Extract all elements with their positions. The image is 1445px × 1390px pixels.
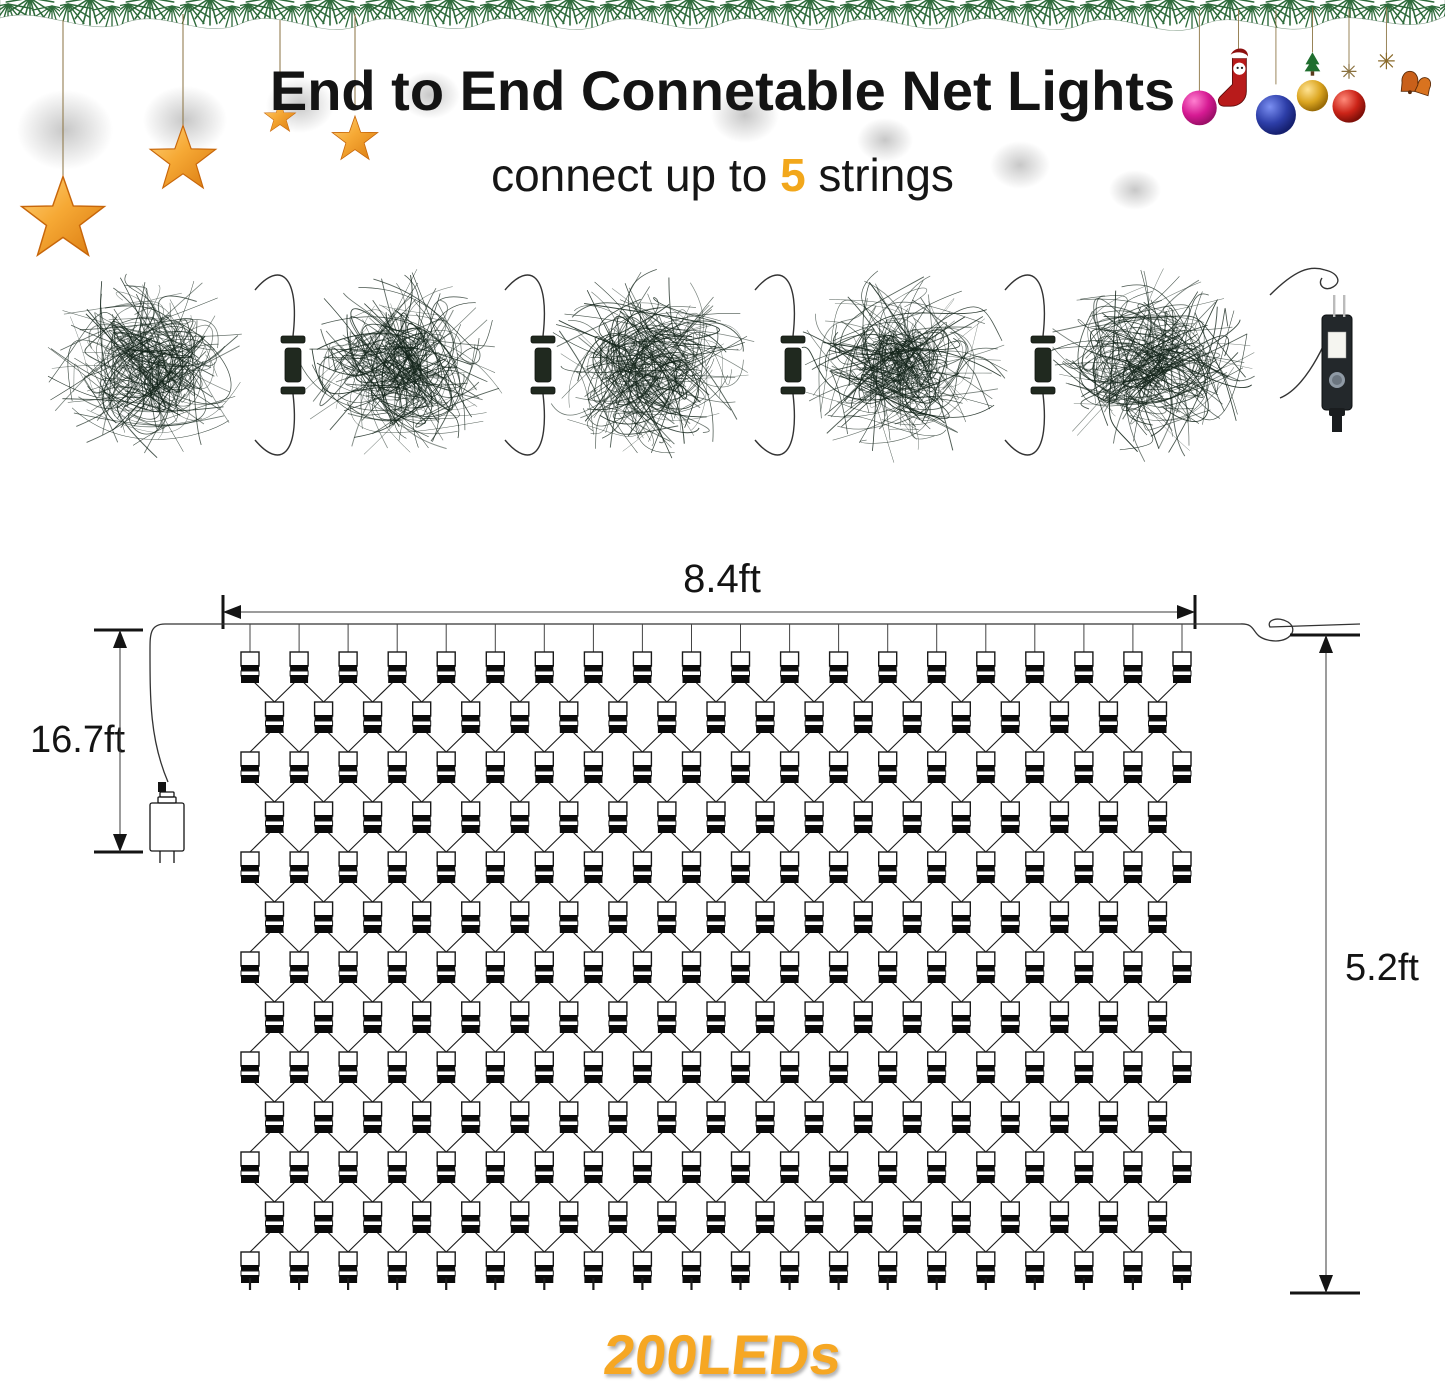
svg-text:5.2ft: 5.2ft <box>1345 947 1419 989</box>
svg-text:16.7ft: 16.7ft <box>30 719 126 761</box>
svg-text:8.4ft: 8.4ft <box>683 560 761 601</box>
